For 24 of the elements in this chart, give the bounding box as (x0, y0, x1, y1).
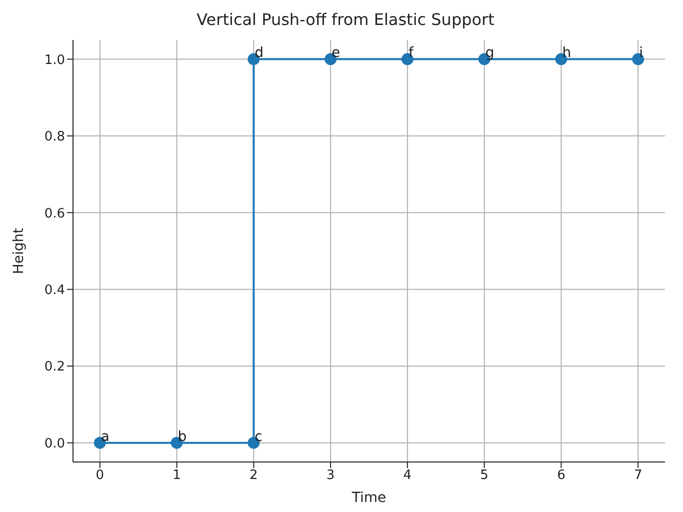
annotation: i (639, 45, 643, 62)
y-tick-label: 0.6 (44, 206, 65, 222)
x-tick-label: 3 (326, 468, 335, 484)
chart-title: Vertical Push-off from Elastic Support (196, 9, 496, 31)
x-tick-label: 6 (557, 468, 566, 484)
y-tick-label: 0.0 (44, 436, 65, 452)
annotation: b (178, 428, 187, 445)
x-tick-label: 7 (634, 468, 642, 484)
annotation: a (100, 428, 110, 445)
y-tick-label: 0.2 (44, 360, 65, 375)
x-axis-title: Time (350, 490, 386, 506)
x-tick-label: 1 (172, 468, 181, 484)
x-tick-label: 0 (96, 468, 104, 484)
annotation: h (562, 45, 572, 62)
y-tick-label: 0.4 (44, 282, 65, 298)
annotation: e (332, 45, 340, 62)
annotation: g (485, 45, 494, 62)
y-tick-label: 0.8 (44, 130, 65, 145)
y-axis-title: Height (10, 227, 27, 274)
x-tick-label: 5 (480, 468, 488, 484)
x-tick-label: 2 (250, 468, 258, 484)
annotation: d (254, 45, 264, 62)
y-tick-label: 1.0 (44, 52, 65, 68)
x-tick-label: 4 (403, 468, 412, 484)
